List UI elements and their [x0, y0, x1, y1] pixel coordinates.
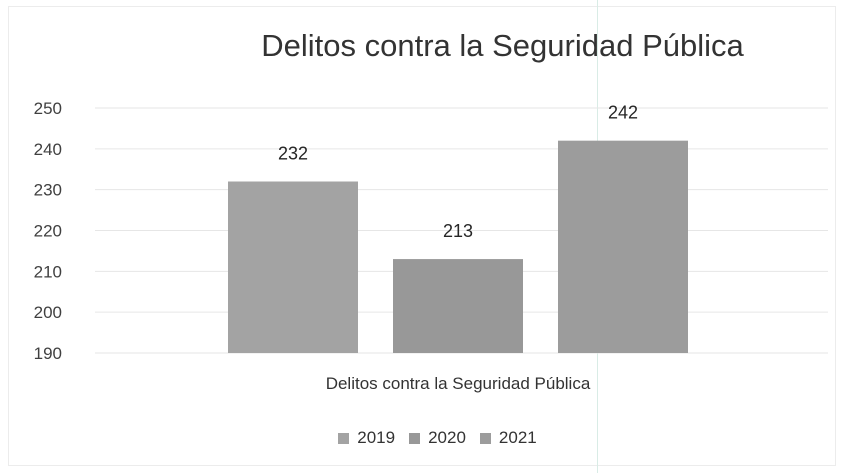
y-tick-label: 200	[34, 303, 62, 322]
y-tick-label: 250	[34, 99, 62, 118]
y-tick-label: 240	[34, 140, 62, 159]
bar-2019	[228, 181, 358, 353]
chart-frame	[8, 6, 836, 466]
legend-label: 2019	[357, 428, 396, 447]
legend-label: 2021	[498, 428, 537, 447]
data-label-2020: 213	[443, 221, 473, 241]
y-tick-label: 190	[34, 344, 62, 363]
legend-swatch	[338, 432, 350, 444]
data-label-2021: 242	[608, 103, 638, 123]
legend-item-2020: 2020	[409, 428, 466, 448]
y-tick-label: 220	[34, 222, 62, 241]
legend-swatch	[409, 432, 421, 444]
chart-legend: 2019 2020 2021	[0, 428, 845, 448]
chart-title: Delitos contra la Seguridad Pública	[261, 28, 744, 63]
y-tick-label: 230	[34, 181, 62, 200]
bar-2021	[558, 140, 688, 353]
legend-label: 2020	[428, 428, 466, 447]
x-category-label: Delitos contra la Seguridad Pública	[326, 374, 591, 393]
legend-swatch	[479, 432, 491, 444]
y-tick-label: 210	[34, 262, 62, 281]
bar-2020	[393, 259, 523, 353]
legend-item-2019: 2019	[338, 428, 395, 448]
legend-item-2021: 2021	[479, 428, 537, 448]
data-label-2019: 232	[278, 144, 308, 164]
